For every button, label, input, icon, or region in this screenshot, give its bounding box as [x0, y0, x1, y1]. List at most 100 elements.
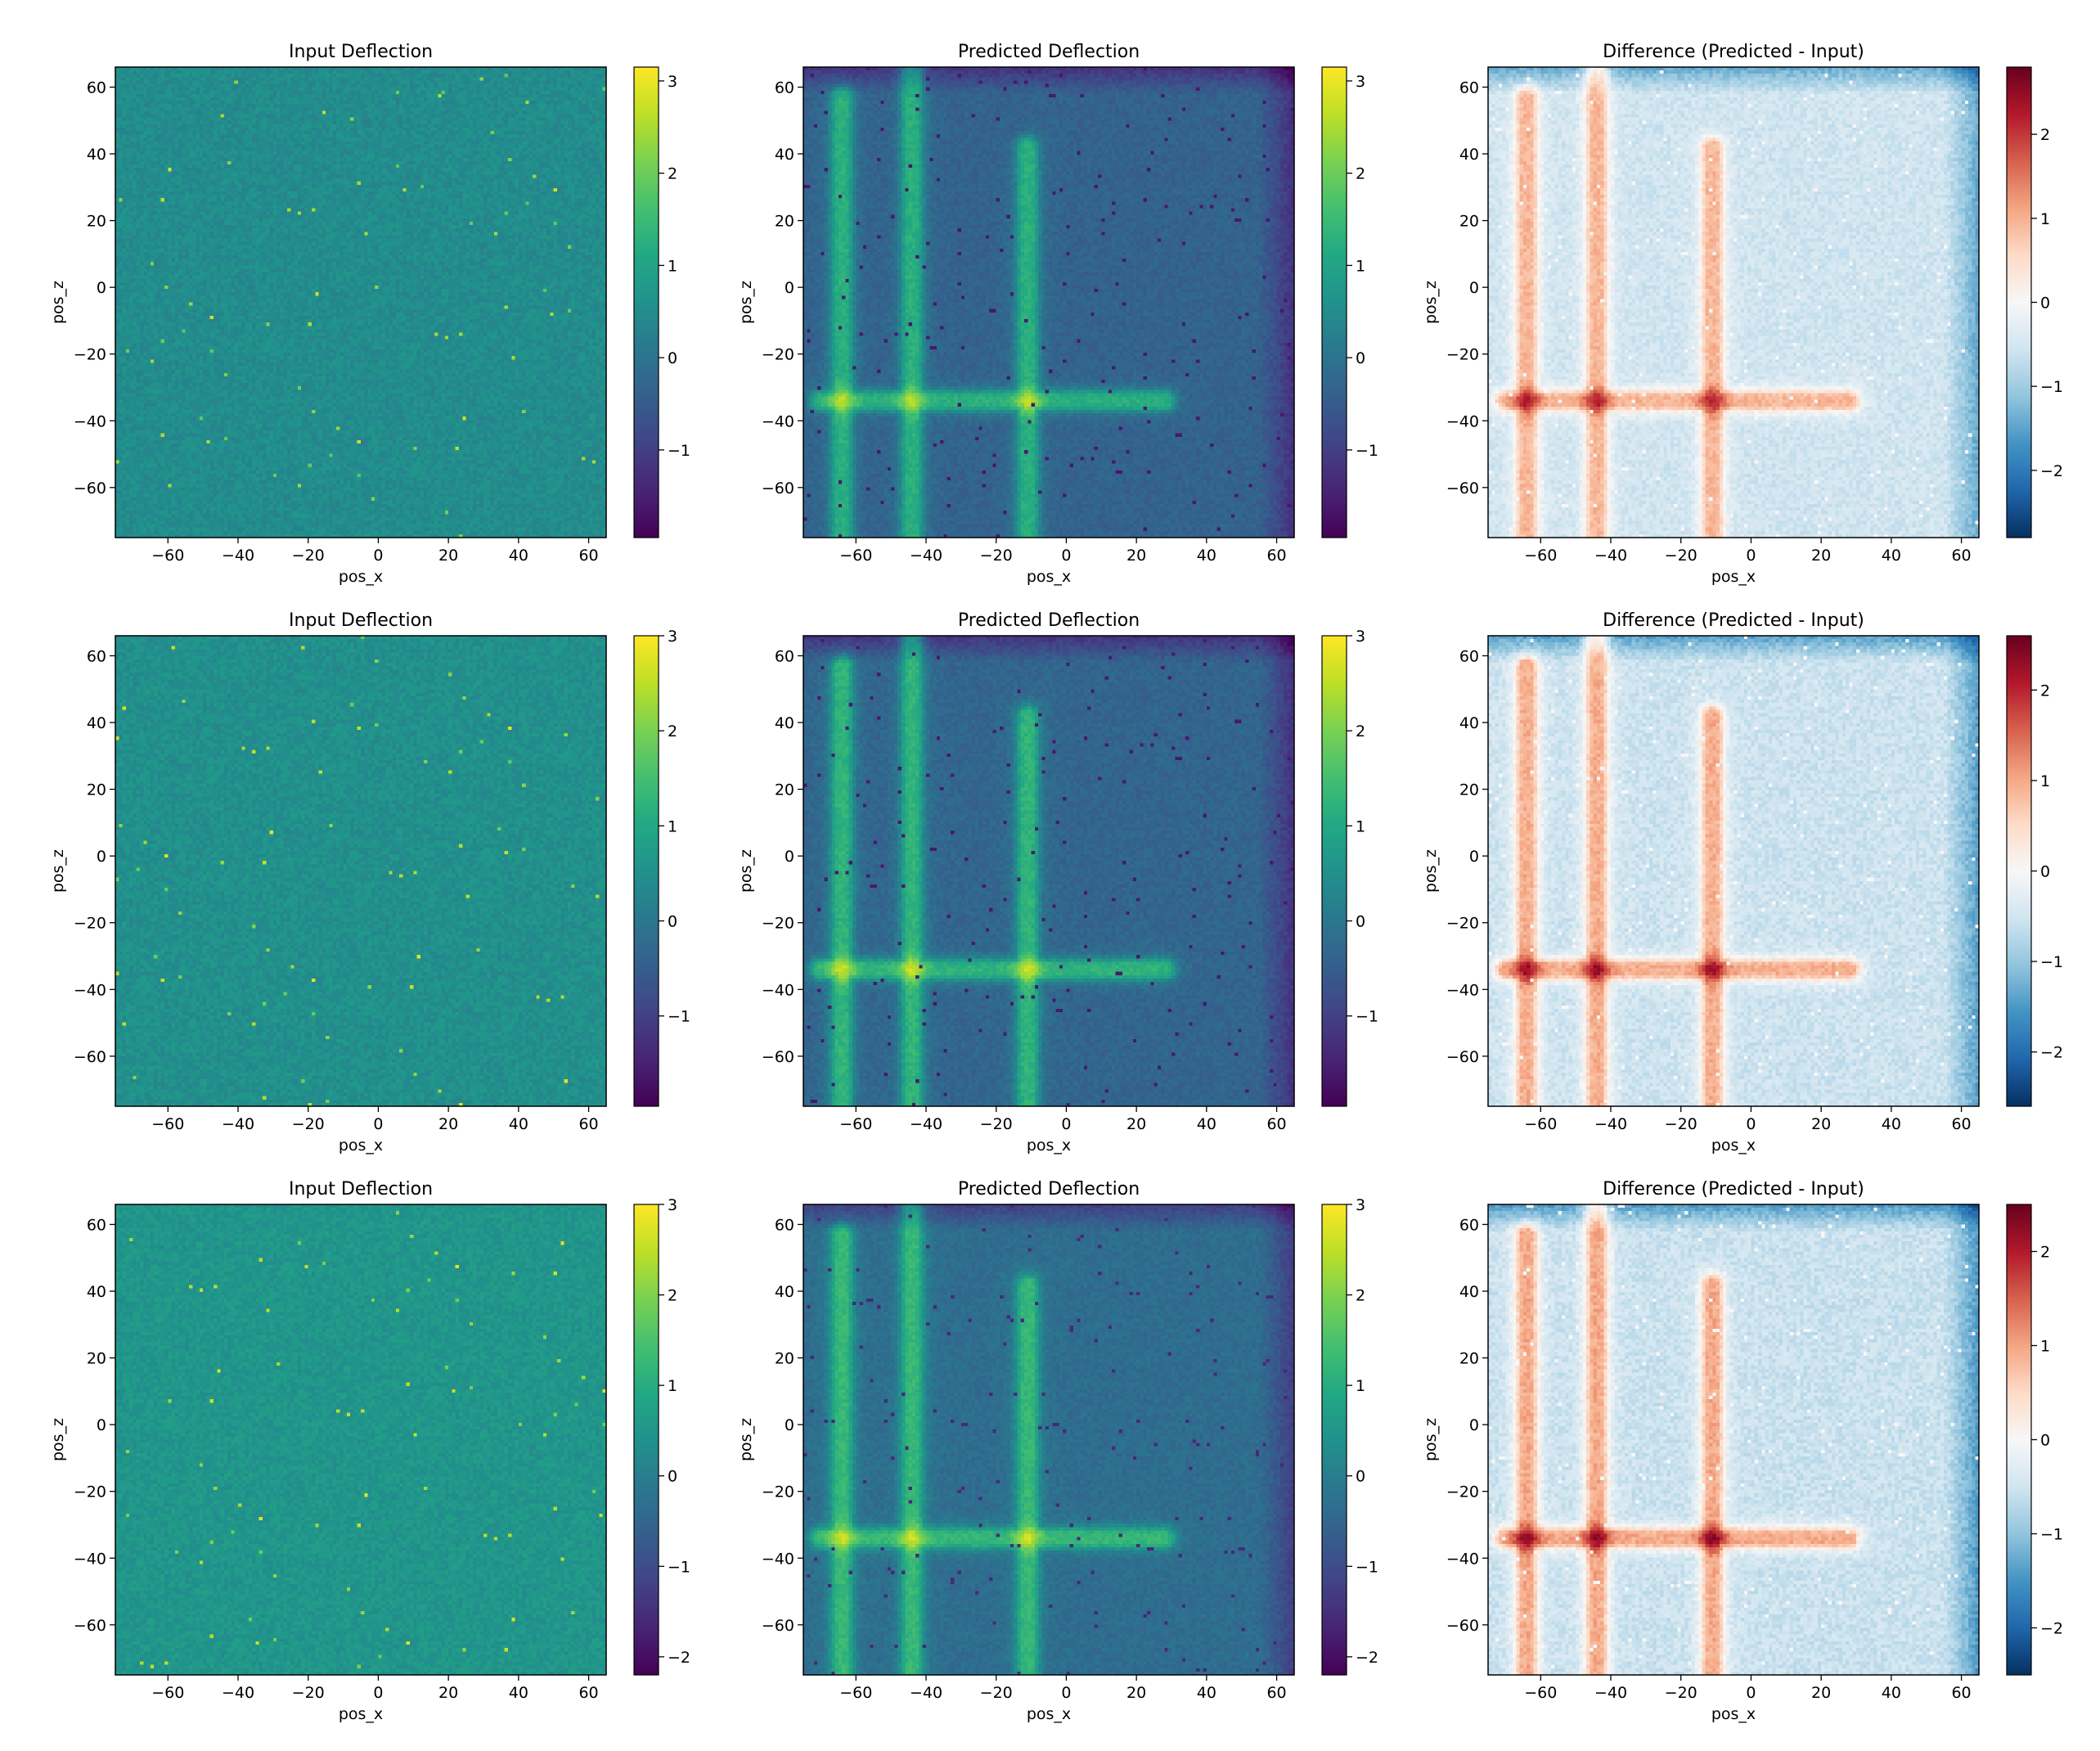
y-tick-label: −20: [762, 1483, 794, 1501]
heatmap-image: [803, 636, 1294, 1106]
x-tick-label: −60: [839, 547, 872, 565]
x-tick-label: 0: [373, 547, 383, 565]
x-tick-label: 40: [1197, 1684, 1216, 1702]
y-tick-label: −40: [74, 1550, 106, 1568]
y-tick-label: −20: [74, 915, 106, 933]
y-tick-label: 0: [97, 1416, 106, 1434]
y-tick-label: −20: [74, 1483, 106, 1501]
y-tick-label: −20: [762, 346, 794, 364]
x-tick-label: −40: [1594, 1115, 1627, 1133]
panel-title: Input Deflection: [289, 1179, 433, 1200]
x-tick-label: 60: [1951, 1684, 1971, 1702]
x-tick-label: 40: [1882, 547, 1901, 565]
colorbar-tick-label: 3: [668, 628, 677, 646]
colorbar-tick-label: −1: [1356, 1558, 1378, 1576]
colorbar-tick-label: 0: [1356, 1468, 1365, 1486]
x-axis-label: pos_x: [1027, 1705, 1071, 1723]
y-tick-label: 40: [1459, 1283, 1479, 1301]
colorbar-tick-label: 1: [2040, 1338, 2050, 1356]
colorbar-tick-label: 3: [1356, 73, 1365, 91]
axes-frame: [1487, 66, 1980, 538]
panel-title: Predicted Deflection: [958, 42, 1140, 62]
x-tick-label: −60: [839, 1115, 872, 1133]
y-tick-label: 20: [775, 213, 794, 231]
axes-frame: [803, 1204, 1295, 1676]
x-tick-label: 40: [1197, 547, 1216, 565]
y-axis-label: pos_z: [49, 281, 67, 324]
y-tick-label: 0: [785, 848, 794, 866]
x-tick-label: 60: [1266, 547, 1286, 565]
colorbar-tick-label: −1: [668, 1008, 690, 1026]
y-tick-label: −40: [762, 412, 794, 430]
x-tick-label: 40: [1197, 1115, 1216, 1133]
x-axis-label: pos_x: [339, 1705, 383, 1723]
y-axis-label: pos_z: [1422, 849, 1440, 893]
colorbar: [1321, 66, 1347, 538]
y-tick-label: 60: [1459, 1216, 1479, 1234]
axes-frame: [803, 66, 1295, 538]
y-tick-label: 20: [775, 781, 794, 799]
y-tick-label: −40: [1446, 1550, 1479, 1568]
colorbar-tick-label: 0: [668, 1468, 677, 1486]
y-tick-label: −20: [1446, 346, 1479, 364]
colorbar-tick-label: −2: [2040, 1044, 2063, 1062]
y-axis-label: pos_z: [1422, 281, 1440, 324]
x-tick-label: −40: [910, 1684, 942, 1702]
colorbar-tick-label: 3: [1356, 1196, 1365, 1214]
y-tick-label: 0: [1469, 279, 1479, 297]
y-tick-label: 40: [775, 714, 794, 732]
y-tick-label: −60: [74, 1617, 106, 1635]
colorbar: [633, 66, 659, 538]
x-tick-label: −40: [222, 1684, 254, 1702]
y-tick-label: 40: [87, 1283, 106, 1301]
y-tick-label: −60: [1446, 1048, 1479, 1066]
x-axis-label: pos_x: [339, 568, 383, 586]
heatmap-image: [115, 636, 606, 1106]
colorbar-tick-label: −2: [2040, 462, 2063, 480]
x-tick-label: −20: [980, 547, 1013, 565]
y-tick-label: 60: [1459, 79, 1479, 97]
y-tick-label: −40: [1446, 412, 1479, 430]
y-tick-label: 60: [87, 647, 106, 665]
colorbar-tick-label: 2: [1356, 722, 1365, 740]
y-tick-label: −60: [74, 1048, 106, 1066]
x-tick-label: 40: [509, 1684, 528, 1702]
x-tick-label: −60: [1524, 1684, 1557, 1702]
y-tick-label: 20: [87, 213, 106, 231]
subplot-3-1: Input Deflection−60 −40 −20 0 20 40 606040200−…: [49, 1179, 690, 1723]
subplot-2-3: Difference (Predicted - Input)−60 −40 −20 0…: [1422, 610, 2063, 1155]
subplot-2-2: Predicted Deflection−60 −40 −20 0 20 40 606040…: [737, 610, 1378, 1155]
colorbar-tick-label: 0: [2040, 863, 2050, 881]
colorbar-tick-label: 2: [2040, 1244, 2050, 1262]
x-tick-label: 0: [1061, 547, 1071, 565]
colorbar-tick-label: −1: [2040, 378, 2063, 396]
axes-frame: [115, 66, 607, 538]
colorbar-tick-label: 0: [2040, 1432, 2050, 1450]
x-tick-label: −20: [1665, 547, 1698, 565]
y-tick-label: 40: [1459, 714, 1479, 732]
x-tick-label: −20: [1665, 1684, 1698, 1702]
axes-frame: [115, 1204, 607, 1676]
y-tick-label: 0: [1469, 848, 1479, 866]
x-tick-label: 20: [438, 1115, 458, 1133]
x-tick-label: −40: [222, 547, 254, 565]
y-tick-label: −20: [74, 346, 106, 364]
x-tick-label: 20: [438, 1684, 458, 1702]
panel-title: Difference (Predicted - Input): [1603, 1179, 1864, 1200]
y-tick-label: 20: [775, 1350, 794, 1368]
heatmap-image: [1488, 636, 1979, 1106]
x-tick-label: 20: [1126, 1684, 1146, 1702]
y-tick-label: −40: [74, 981, 106, 999]
x-tick-label: 0: [1061, 1684, 1071, 1702]
heatmap-image: [115, 1204, 606, 1675]
y-axis-label: pos_z: [1422, 1418, 1440, 1461]
colorbar-tick-label: 0: [1356, 912, 1365, 930]
colorbar: [633, 1204, 659, 1676]
colorbar-tick-label: −2: [668, 1649, 690, 1667]
colorbar-tick-label: −1: [1356, 442, 1378, 460]
axes-frame: [1487, 1204, 1980, 1676]
colorbar-tick-label: −2: [1356, 1649, 1378, 1667]
y-tick-label: 0: [785, 279, 794, 297]
y-tick-label: 40: [87, 714, 106, 732]
colorbar-tick-label: 3: [668, 1196, 677, 1214]
